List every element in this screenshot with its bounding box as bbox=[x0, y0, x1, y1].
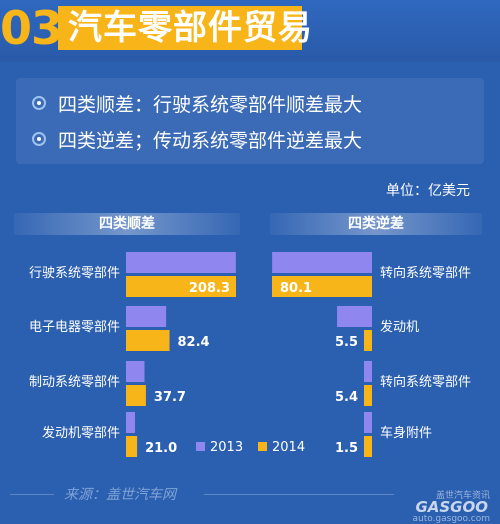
legend-swatch-2014 bbox=[258, 442, 267, 451]
divider-line bbox=[204, 494, 394, 495]
bar-2014 bbox=[126, 276, 236, 297]
category-label: 车身附件 bbox=[380, 425, 432, 441]
bar-2013 bbox=[126, 361, 145, 382]
category-label: 制动系统零部件 bbox=[29, 375, 120, 390]
category-label: 发动机 bbox=[380, 319, 419, 335]
bar-2013 bbox=[272, 252, 372, 273]
summary-text: 四类逆差；传动系统零部件逆差最大 bbox=[58, 129, 363, 152]
surplus-chart-title: 四类顺差 bbox=[14, 213, 240, 235]
bar-2014 bbox=[364, 385, 372, 406]
data-label: 21.0 bbox=[145, 441, 177, 456]
bar-2014 bbox=[364, 436, 372, 457]
bar-2014 bbox=[126, 385, 146, 406]
legend-label-2014: 2014 bbox=[272, 440, 305, 455]
target-bullet-icon bbox=[32, 96, 46, 110]
data-label: 5.4 bbox=[335, 390, 358, 405]
summary-box: 四类顺差：行驶系统零部件顺差最大 四类逆差；传动系统零部件逆差最大 bbox=[16, 78, 484, 164]
page-title: 汽车零部件贸易 bbox=[68, 8, 313, 48]
gasgoo-logo: GASGOO bbox=[415, 498, 488, 516]
legend-label-2013: 2013 bbox=[210, 440, 243, 455]
watermark-text: 盖世汽车资讯 bbox=[435, 491, 490, 501]
bar-2013 bbox=[364, 412, 372, 433]
bar-2013 bbox=[126, 412, 135, 433]
bar-2014 bbox=[364, 330, 372, 351]
data-label: 37.7 bbox=[154, 390, 186, 405]
summary-text: 四类顺差：行驶系统零部件顺差最大 bbox=[58, 93, 363, 116]
data-label: 1.5 bbox=[335, 441, 358, 456]
category-label: 发动机零部件 bbox=[42, 425, 120, 441]
bar-2014 bbox=[272, 276, 372, 297]
category-label: 转向系统零部件 bbox=[380, 374, 471, 390]
bar-2013 bbox=[364, 361, 372, 382]
title-highlight bbox=[58, 6, 302, 50]
data-label: 5.5 bbox=[335, 335, 358, 350]
bar-2013 bbox=[126, 306, 167, 327]
bar-2013 bbox=[126, 252, 236, 273]
target-bullet-icon bbox=[32, 132, 46, 146]
bar-2014 bbox=[126, 436, 138, 457]
data-label: 82.4 bbox=[178, 335, 210, 350]
data-label: 208.3 bbox=[189, 281, 230, 296]
data-label: 80.1 bbox=[280, 281, 312, 296]
unit-label: 单位：亿美元 bbox=[386, 183, 470, 199]
summary-item: 四类逆差；传动系统零部件逆差最大 bbox=[32, 124, 362, 154]
source-note: 来源：盖世汽车网 bbox=[64, 487, 176, 503]
bar-2013 bbox=[337, 306, 372, 327]
category-label: 转向系统零部件 bbox=[380, 265, 471, 281]
legend-swatch-2013 bbox=[196, 442, 205, 451]
deficit-chart-title: 四类逆差 bbox=[270, 213, 482, 235]
category-label: 行驶系统零部件 bbox=[29, 266, 120, 281]
bar-2014 bbox=[126, 330, 170, 351]
divider-line bbox=[10, 494, 54, 495]
watermark-url: auto.gasgoo.com bbox=[412, 514, 490, 524]
summary-item: 四类顺差：行驶系统零部件顺差最大 bbox=[32, 88, 362, 118]
gasgoo-watermark: 盖世汽车资讯 GASGOO auto.gasgoo.com bbox=[406, 488, 496, 524]
category-label: 电子电器零部件 bbox=[29, 320, 120, 335]
section-number: 03 bbox=[0, 1, 63, 55]
